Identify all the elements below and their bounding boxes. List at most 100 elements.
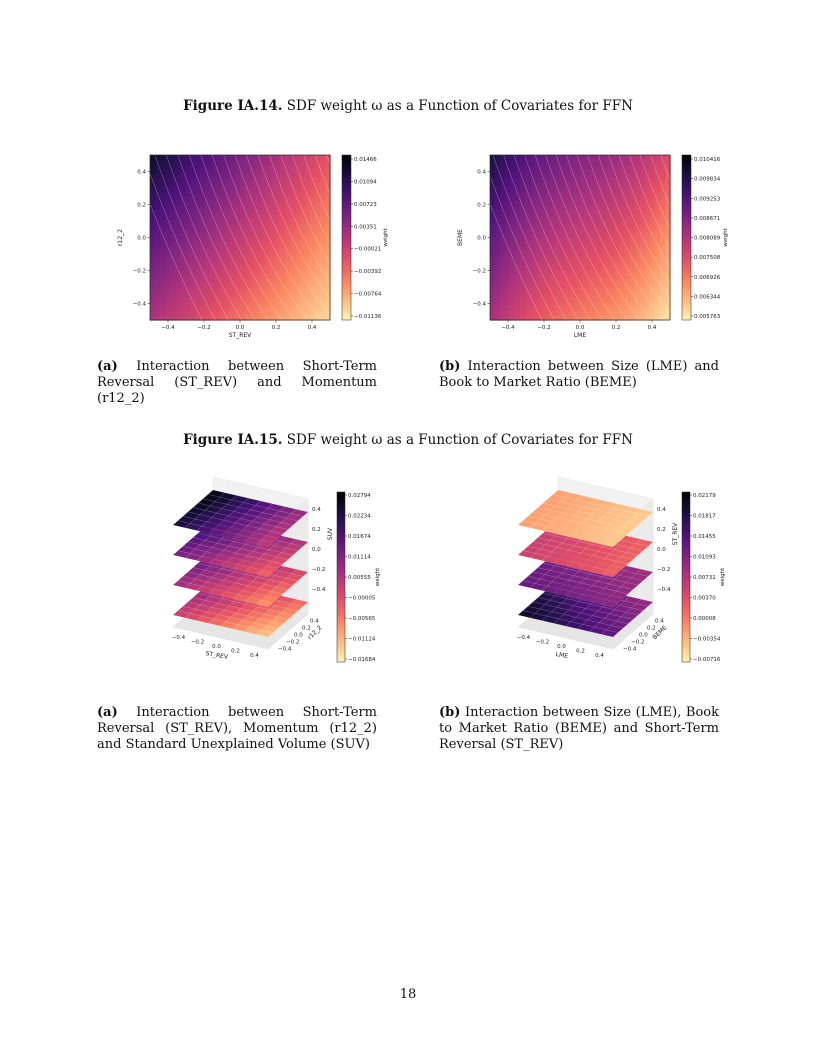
heatmap-cell [570, 237, 576, 243]
heatmap-cell [615, 168, 621, 174]
heatmap-cell [180, 251, 186, 257]
heatmap-cell [665, 200, 671, 207]
heatmap-cell [545, 260, 551, 266]
heatmap-cell [180, 274, 186, 280]
heatmap-cell [175, 306, 181, 312]
heatmap-cell [575, 283, 581, 289]
heatmap-cell [295, 306, 301, 312]
heatmap-cell [230, 205, 236, 211]
heatmap-cell [625, 237, 631, 243]
heatmap-cell [640, 265, 646, 271]
heatmap-cell [505, 269, 511, 275]
heatmap-cell [490, 177, 496, 184]
heatmap-cell [305, 292, 311, 298]
heatmap-cell [280, 283, 286, 289]
heatmap-cell [200, 297, 206, 303]
heatmap-cell [530, 242, 536, 248]
heatmap-cell [525, 173, 531, 179]
heatmap-cell [185, 306, 191, 312]
heatmap-cell [490, 196, 496, 202]
x-tick-label: 0.4 [595, 653, 604, 659]
heatmap-cell [175, 210, 181, 216]
caption-15a-text: Interaction between Short-Term Reversal … [97, 705, 378, 752]
heatmap-cell [600, 232, 606, 239]
colorbar-label: weight [375, 567, 381, 586]
heatmap-cell [290, 191, 296, 197]
heatmap-cell [215, 260, 221, 266]
heatmap-cell [185, 287, 191, 294]
heatmap-cell [245, 292, 251, 298]
heatmap-cell [180, 255, 186, 262]
heatmap-cell [520, 287, 526, 294]
heatmap-cell [590, 214, 596, 220]
caption-15b: (b) Interaction between Size (LME), Book… [439, 705, 719, 753]
heatmap-cell [180, 210, 186, 216]
heatmap-cell [545, 182, 551, 188]
heatmap-cell [320, 191, 326, 197]
heatmap-cell [650, 168, 656, 174]
heatmap-cell [155, 255, 161, 262]
heatmap-cell [580, 287, 586, 294]
heatmap-cell [560, 274, 566, 280]
heatmap-cell [635, 310, 641, 317]
heatmap-cell [270, 191, 276, 197]
heatmap-cell [230, 292, 236, 298]
heatmap-cell [605, 265, 611, 271]
heatmap-cell [595, 292, 601, 298]
heatmap-cell [525, 155, 531, 161]
heatmap-cell [505, 155, 511, 161]
surface-patch [285, 513, 304, 521]
heatmap-cell [550, 310, 556, 317]
heatmap-cell [535, 173, 541, 179]
heatmap-cell [655, 182, 661, 188]
heatmap-cell [655, 260, 661, 266]
heatmap-cell [620, 297, 626, 303]
contour-line [303, 154, 402, 321]
heatmap-cell [165, 251, 171, 257]
heatmap-cell [200, 278, 206, 284]
heatmap-cell [235, 287, 241, 294]
colorbar-tick-label: 0.005763 [694, 314, 721, 320]
heatmap-cell [570, 210, 576, 216]
heatmap-cell [305, 191, 311, 197]
heatmap-cell [535, 232, 541, 239]
heatmap-cell [575, 223, 581, 229]
heatmap-cell [615, 242, 621, 248]
heatmap-cell [200, 214, 206, 220]
heatmap-cell [655, 191, 661, 197]
heatmap-cell [640, 283, 646, 289]
heatmap-cell [525, 287, 531, 294]
heatmap-cell [605, 301, 611, 307]
heatmap-cell [315, 310, 321, 317]
heatmap-cell [530, 228, 536, 234]
y-tick-label: 0.2 [647, 626, 656, 632]
heatmap-cell [610, 278, 616, 284]
heatmap-cell [570, 214, 576, 220]
heatmap-cell [190, 210, 196, 216]
heatmap-cell [165, 164, 171, 170]
heatmap-cell [250, 168, 256, 174]
heatmap-cell [535, 223, 541, 229]
heatmap-cell [310, 205, 316, 211]
heatmap-cell [225, 301, 231, 307]
heatmap-cell [655, 246, 661, 252]
heatmap-cell [190, 301, 196, 307]
heatmap-cell [175, 246, 181, 252]
heatmap-cell [310, 228, 316, 234]
heatmap-cell [210, 242, 216, 248]
heatmap-cell [605, 159, 611, 165]
heatmap-cell [575, 260, 581, 266]
heatmap-cell [495, 265, 501, 271]
heatmap-cell [580, 283, 586, 289]
chart-15a-svg: −0.4−0.20.00.20.4ST_REV−0.4−0.20.00.20.4… [172, 476, 381, 663]
heatmap-cell [625, 214, 631, 220]
heatmap-cell [575, 237, 581, 243]
heatmap-cell [595, 306, 601, 312]
heatmap-cell [500, 155, 506, 161]
heatmap-cell [560, 155, 566, 161]
heatmap-cell [225, 315, 231, 321]
heatmap-cell [565, 251, 571, 257]
heatmap-cell [610, 242, 616, 248]
heatmap-cell [235, 274, 241, 280]
heatmap-cell [630, 187, 636, 193]
